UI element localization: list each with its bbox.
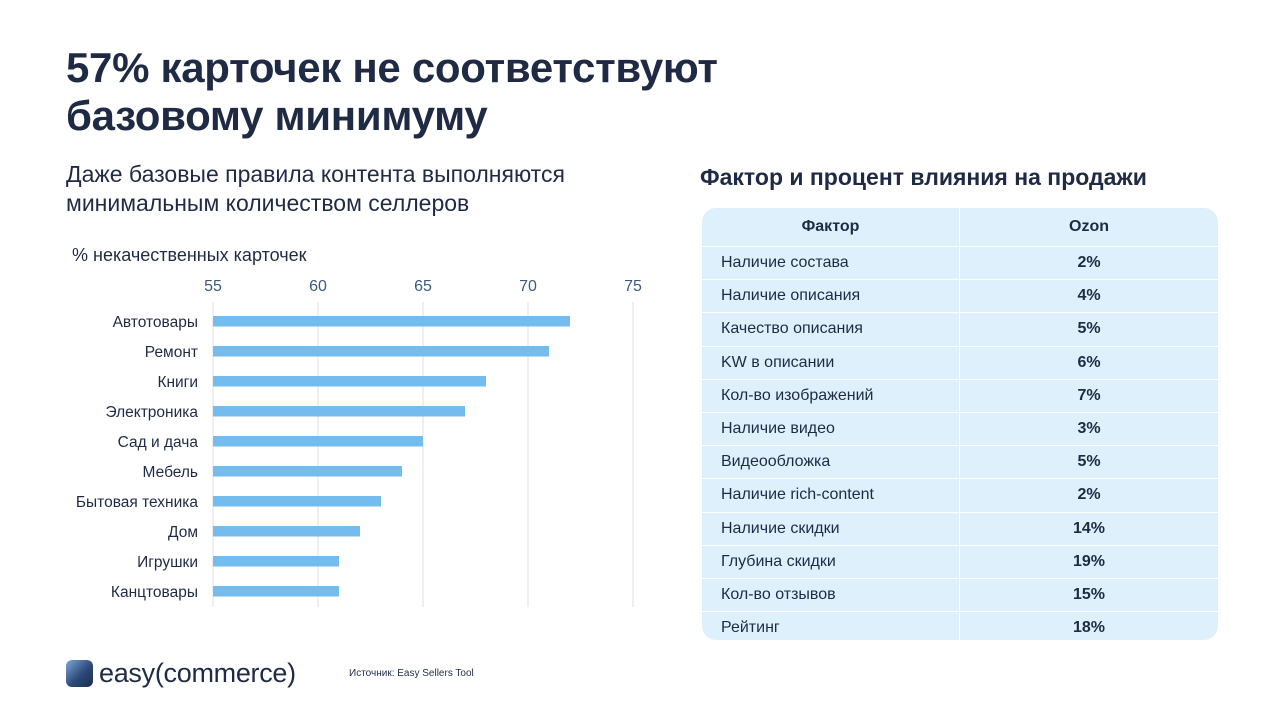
logo-icon — [66, 660, 93, 687]
ozon-value-cell: 2% — [959, 246, 1218, 281]
logo-text: easy(commerce) — [99, 658, 296, 688]
table-row: Видеообложка 5% — [702, 445, 1218, 480]
table-row: Рейтинг 18% — [702, 611, 1218, 640]
table-row: Кол-во отзывов 15% — [702, 578, 1218, 613]
factor-cell: Качество описания — [702, 312, 960, 347]
bar — [213, 436, 423, 447]
page-title: 57% карточек не соответствуют базовому м… — [66, 44, 718, 139]
page-subtitle: Даже базовые правила контента выполняютс… — [66, 161, 565, 216]
ozon-value-cell: 5% — [959, 312, 1218, 347]
factor-table: Фактор Ozon Наличие состава 2% Наличие опи… — [702, 208, 1218, 640]
factor-cell: Кол-во отзывов — [702, 578, 960, 613]
factor-cell: Наличие описания — [702, 279, 960, 314]
x-tick-label: 60 — [309, 278, 327, 295]
x-tick-label: 65 — [414, 278, 432, 295]
table-header-row: Фактор Ozon — [702, 208, 1218, 247]
table-row: Наличие rich-content 2% — [702, 478, 1218, 513]
category-label: Книги — [157, 374, 198, 391]
factor-cell: Наличие скидки — [702, 512, 960, 546]
table-row: Глубина скидки 19% — [702, 545, 1218, 579]
ozon-value-cell: 19% — [959, 545, 1218, 579]
chart-title: % некачественных карточек — [72, 245, 307, 265]
bar — [213, 466, 402, 477]
factor-cell: KW в описании — [702, 346, 960, 380]
ozon-value-cell: 4% — [959, 279, 1218, 314]
table-row: Наличие видео 3% — [702, 412, 1218, 447]
category-label: Сад и дача — [118, 434, 199, 451]
ozon-value-cell: 6% — [959, 346, 1218, 380]
ozon-value-cell: 18% — [1072, 619, 1106, 637]
x-tick-label: 55 — [204, 278, 222, 295]
category-label: Игрушки — [137, 554, 198, 571]
ozon-value-cell: 3% — [959, 412, 1218, 447]
table-title: Фактор и процент влияния на продажи — [700, 164, 1147, 190]
source-note: Источник: Easy Sellers Tool — [349, 668, 474, 679]
factor-cell: Кол-во изображений — [702, 379, 960, 413]
factor-cell: Видеообложка — [702, 445, 960, 480]
table-row: Наличие описания 4% — [702, 279, 1218, 314]
bar — [213, 316, 570, 327]
category-label: Канцтовары — [111, 584, 198, 601]
ozon-value-cell: 15% — [959, 578, 1218, 613]
x-tick-label: 75 — [624, 278, 642, 295]
table-row: Качество описания 5% — [702, 312, 1218, 347]
category-label: Мебель — [143, 464, 198, 481]
category-label: Дом — [168, 524, 198, 541]
table-row: Кол-во изображений 7% — [702, 379, 1218, 413]
column-header-ozon: Ozon — [959, 208, 1218, 247]
factor-cell: Наличие видео — [702, 412, 960, 447]
bar — [213, 496, 381, 507]
ozon-value-cell: 5% — [959, 445, 1218, 480]
table-row: Наличие состава 2% — [702, 246, 1218, 281]
factor-cell: Наличие состава — [702, 246, 960, 281]
bar — [213, 586, 339, 597]
category-label: Автотовары — [113, 314, 198, 331]
category-label: Ремонт — [145, 344, 198, 361]
category-label: Бытовая техника — [76, 494, 199, 511]
table-row: KW в описании 6% — [702, 346, 1218, 380]
ozon-value-cell: 7% — [959, 379, 1218, 413]
ozon-value-cell: 14% — [959, 512, 1218, 546]
column-header-factor: Фактор — [702, 208, 960, 247]
bar — [213, 346, 549, 357]
bar — [213, 556, 339, 567]
bar — [213, 406, 465, 417]
factor-cell: Рейтинг — [702, 611, 960, 640]
category-label: Электроника — [105, 404, 198, 421]
table-row: Наличие скидки 14% — [702, 512, 1218, 546]
factor-cell: Глубина скидки — [702, 545, 960, 579]
ozon-value-cell: 2% — [959, 478, 1218, 513]
brand-logo: easy(commerce) — [66, 658, 296, 689]
bar — [213, 526, 360, 537]
bar — [213, 376, 486, 387]
x-tick-label: 70 — [519, 278, 537, 295]
bar-chart: 55 60 65 70 75 Автотовары Ремонт Книги Электрони… — [76, 278, 642, 607]
factor-cell: Наличие rich-content — [702, 478, 960, 513]
